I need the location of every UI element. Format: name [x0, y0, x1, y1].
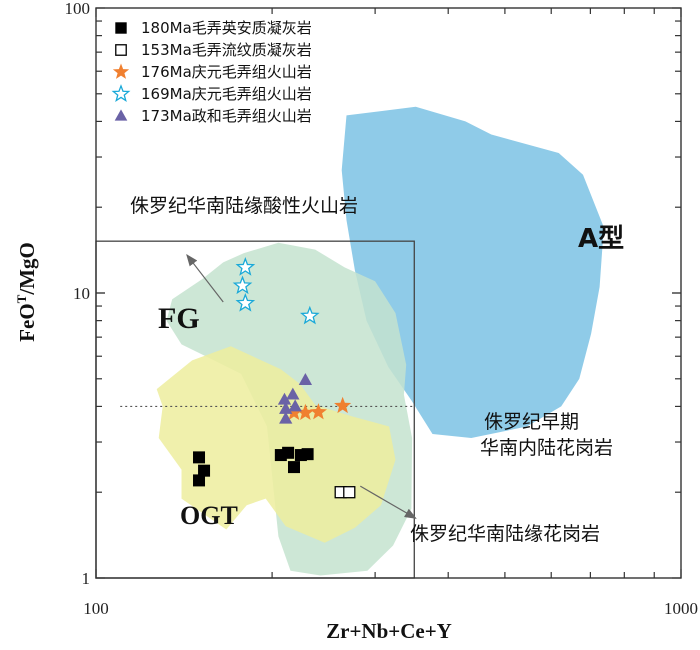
region-a-type — [341, 106, 604, 439]
legend-marker-2 — [115, 44, 127, 56]
y-axis-title-tail: /MgO — [15, 242, 39, 296]
legend-label-4: 169Ma庆元毛弄组火山岩 — [141, 85, 312, 103]
legend: 180Ma毛弄英安质凝灰岩 153Ma毛弄流纹质凝灰岩 176Ma庆元毛弄组火山岩 1… — [111, 19, 312, 125]
data-point-series-4 — [235, 292, 256, 312]
data-point-series-3 — [334, 396, 352, 414]
legend-label-3: 176Ma庆元毛弄组火山岩 — [141, 63, 312, 81]
margin-granite-label: 侏罗纪华南陆缘花岗岩 — [410, 523, 600, 545]
y-tick-label: 10 — [73, 284, 90, 303]
data-point-series-5 — [286, 387, 300, 400]
data-point-series-3 — [285, 403, 303, 421]
data-point-series-1 — [198, 464, 211, 477]
data-point-series-1 — [287, 461, 300, 474]
data-point-layer — [193, 257, 356, 499]
data-point-series-4 — [232, 275, 253, 295]
data-point-series-3 — [296, 403, 314, 421]
y-tick-label: 1 — [82, 569, 91, 588]
region-fg-label: FG — [158, 302, 200, 335]
annotation-arrow-1 — [186, 253, 224, 303]
legend-label-5: 173Ma政和毛弄组火山岩 — [141, 107, 312, 125]
legend-marker-4 — [111, 84, 131, 103]
x-axis-title: Zr+Nb+Ce+Y — [326, 619, 452, 643]
data-point-series-3 — [309, 403, 327, 420]
legend-label-2: 153Ma毛弄流纹质凝灰岩 — [141, 41, 312, 59]
data-point-series-4 — [235, 257, 256, 276]
legend-marker-3 — [112, 63, 130, 79]
tick-layer: 100 1000 1 10 100 — [65, 0, 699, 618]
data-point-series-5 — [279, 411, 293, 424]
data-point-series-1 — [193, 451, 206, 464]
region-ogt-label: OGT — [180, 501, 238, 530]
region-a-label: A型 — [578, 224, 624, 254]
legend-marker-5 — [114, 109, 128, 121]
data-point-series-1 — [301, 448, 314, 461]
y-tick-label: 100 — [65, 0, 91, 18]
inland-granite-label-line1: 侏罗纪早期 — [484, 411, 579, 433]
y-axis-title: FeOT/MgO — [14, 242, 39, 342]
x-tick-label: 1000 — [664, 599, 698, 618]
legend-marker-1 — [115, 22, 127, 34]
y-axis-title-superscript: T — [14, 294, 29, 303]
data-point-series-5 — [298, 373, 313, 385]
data-point-series-5 — [288, 399, 302, 412]
data-point-series-1 — [282, 446, 295, 459]
x-tick-label: 100 — [83, 599, 109, 618]
inland-granite-label-line2: 华南内陆花岗岩 — [480, 437, 613, 459]
legend-label-1: 180Ma毛弄英安质凝灰岩 — [141, 19, 312, 37]
data-point-series-1 — [193, 474, 206, 487]
data-point-series-5 — [277, 392, 292, 405]
annotation-arrow-2 — [359, 485, 417, 519]
acid-volcanic-label: 侏罗纪华南陆缘酸性火山岩 — [130, 195, 358, 217]
y-axis-title-main: FeO — [15, 303, 39, 341]
data-point-series-4 — [299, 305, 320, 325]
data-point-series-2 — [343, 486, 356, 499]
